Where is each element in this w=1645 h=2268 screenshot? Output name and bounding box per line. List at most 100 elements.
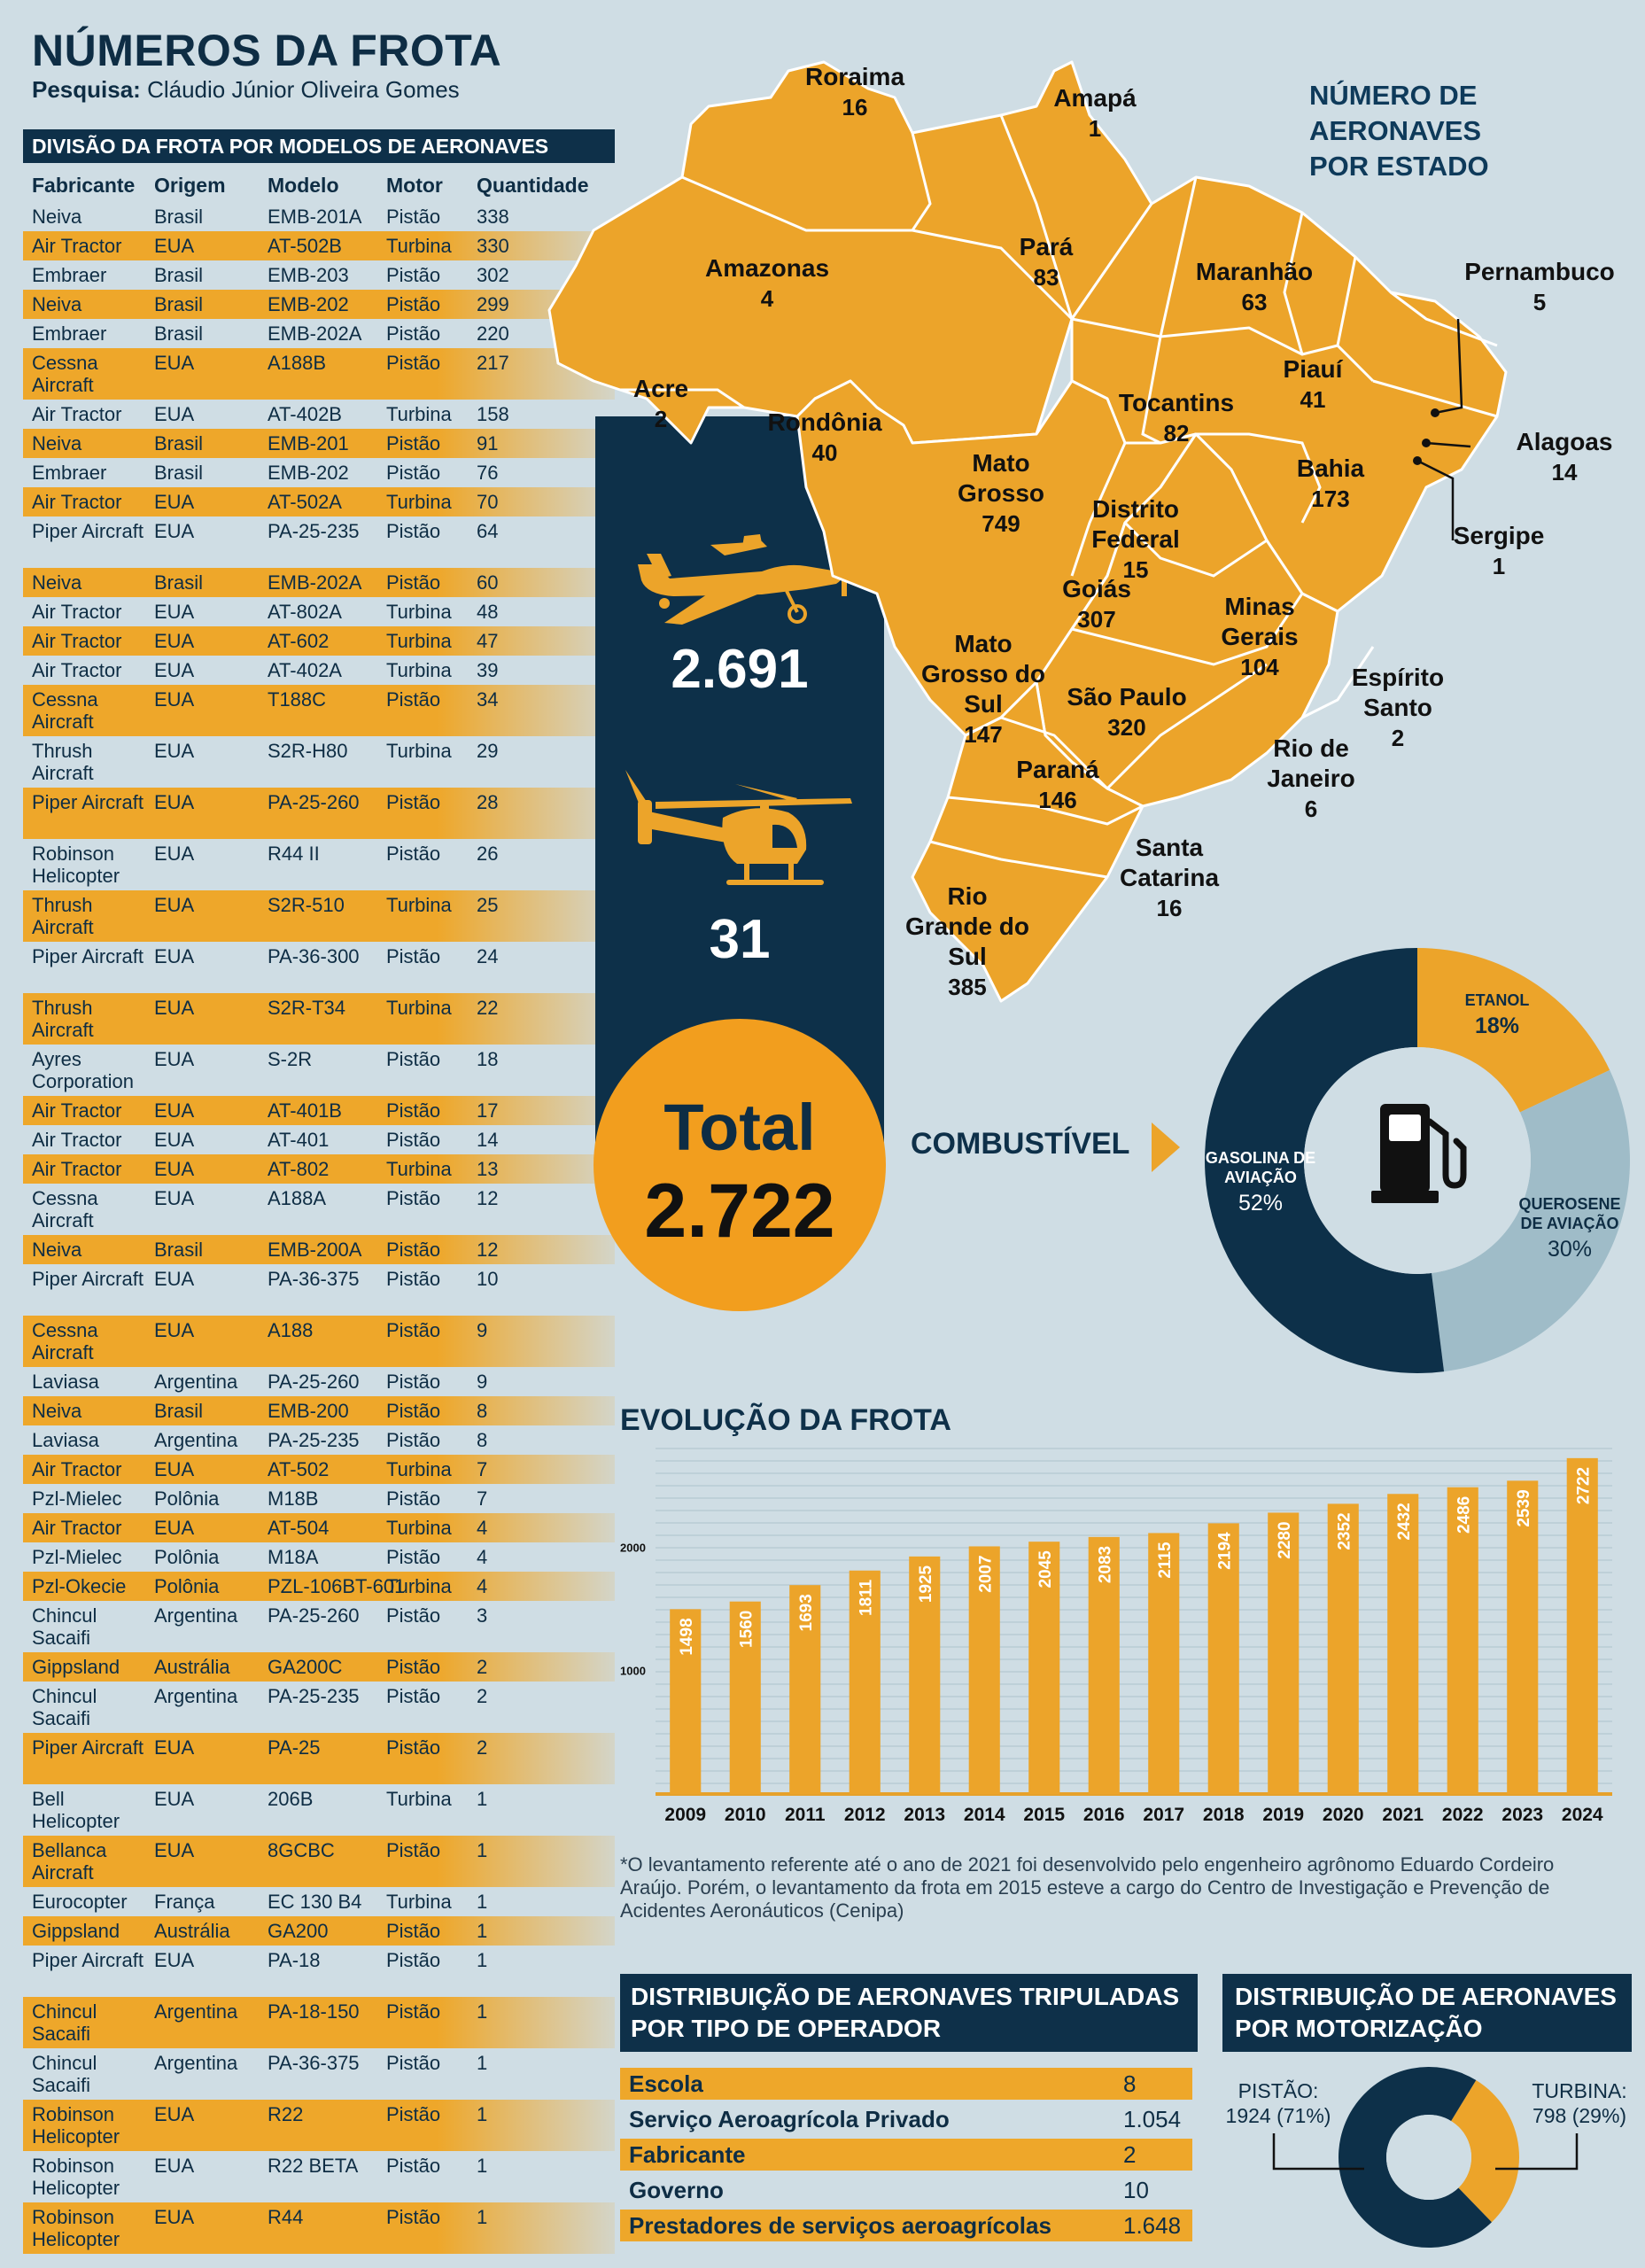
- manufacturer-cell: Air Tractor: [32, 1158, 122, 1180]
- model-cell: PA-36-375: [268, 1268, 360, 1290]
- quantity-cell: 64: [477, 520, 499, 542]
- state-value: 40: [811, 439, 838, 466]
- origin-cell: EUA: [154, 843, 195, 865]
- model-cell: R44: [268, 2206, 304, 2228]
- y-tick-label: 2000: [620, 1541, 646, 1554]
- state-label: São Paulo 320: [1029, 682, 1224, 742]
- state-name: Mato Grosso do Sul: [920, 630, 1045, 718]
- operator-label: Prestadores de serviços aeroagrícolas: [629, 2212, 1051, 2239]
- origin-cell: EUA: [154, 1458, 195, 1480]
- manufacturer-cell: Bell Helicopter: [32, 1788, 120, 1832]
- quantity-cell: 4: [477, 1517, 488, 1539]
- state-label: Bahia 173: [1233, 454, 1428, 514]
- quantity-cell: 10: [477, 1268, 499, 1290]
- map-north-region: [547, 60, 1153, 445]
- x-tick-label: 2009: [664, 1805, 706, 1825]
- model-cell: AT-402B: [268, 403, 342, 425]
- state-value: 1: [1088, 115, 1102, 142]
- state-name: Amapá: [1053, 84, 1137, 112]
- pie-slice-turbine: [1451, 2080, 1519, 2223]
- model-cell: EMB-201A: [268, 206, 362, 228]
- bar-value-label: 1925: [917, 1565, 935, 1603]
- quantity-cell: 4: [477, 1546, 488, 1568]
- table-row: Gippsland Austrália GA200 Pistão 1: [23, 1916, 615, 1946]
- origin-cell: EUA: [154, 1129, 195, 1151]
- manufacturer-cell: Chincul Sacaifi: [32, 1604, 97, 1649]
- state-label: Goiás 307: [999, 574, 1194, 634]
- quantity-cell: 4: [477, 1575, 488, 1597]
- engine-cell: Pistão: [386, 1187, 441, 1209]
- origin-cell: EUA: [154, 352, 195, 374]
- origin-cell: Argentina: [154, 2000, 238, 2023]
- operator-row: Escola 8: [620, 2068, 1192, 2100]
- table-row: Neiva Brasil EMB-201 Pistão 91: [23, 429, 615, 458]
- table-row: Chincul Sacaifi Argentina PA-36-375 Pistão 1: [23, 2048, 615, 2100]
- quantity-cell: 2: [477, 1656, 488, 1678]
- manufacturer-cell: Cessna Aircraft: [32, 352, 98, 396]
- state-value: 4: [760, 285, 774, 312]
- state-label: Amazonas 4: [670, 253, 865, 314]
- model-cell: R22: [268, 2103, 304, 2125]
- state-label: Rio Grande do Sul 385: [870, 882, 1065, 1002]
- state-value: 14: [1551, 459, 1578, 485]
- bar: [1507, 1480, 1539, 1794]
- origin-cell: EUA: [154, 1099, 195, 1122]
- manufacturer-cell: Air Tractor: [32, 659, 122, 681]
- bar: [1387, 1494, 1419, 1794]
- engine-cell: Pistão: [386, 1319, 441, 1341]
- origin-cell: EUA: [154, 740, 195, 762]
- engine-cell: Pistão: [386, 1487, 441, 1510]
- manufacturer-cell: Pzl-Mielec: [32, 1487, 122, 1510]
- bar-value-label: 2280: [1276, 1521, 1294, 1558]
- table-row: Gippsland Austrália GA200C Pistão 2: [23, 1652, 615, 1682]
- engine-cell: Turbina: [386, 894, 452, 916]
- operator-label: Escola: [629, 2070, 703, 2097]
- x-tick-label: 2020: [1323, 1805, 1364, 1825]
- engine-cell: Pistão: [386, 1949, 441, 1971]
- bar: [1088, 1536, 1120, 1794]
- manufacturer-cell: Piper Aircraft: [32, 1268, 144, 1290]
- column-header: Motor: [386, 174, 443, 197]
- quantity-cell: 1: [477, 1788, 488, 1810]
- quantity-cell: 25: [477, 894, 499, 916]
- engine-cell: Turbina: [386, 1458, 452, 1480]
- state-name: Pernambuco: [1464, 258, 1615, 285]
- state-label: Pernambuco 5: [1442, 257, 1637, 317]
- state-value: 104: [1240, 654, 1279, 680]
- quantity-cell: 1: [477, 2206, 488, 2228]
- state-name: Sergipe: [1453, 522, 1545, 549]
- bar: [1148, 1533, 1180, 1794]
- engine-cell: Turbina: [386, 997, 452, 1019]
- fuel-label: COMBUSTÍVEL: [911, 1127, 1130, 1161]
- state-label: Rio de Janeiro 6: [1214, 734, 1408, 824]
- fuel-pump-icon: [1371, 1104, 1467, 1203]
- model-cell: S2R-T34: [268, 997, 346, 1019]
- manufacturer-cell: Neiva: [32, 206, 82, 228]
- state-value: 146: [1038, 787, 1077, 813]
- model-cell: EMB-202: [268, 293, 349, 315]
- state-value: 2: [654, 406, 668, 432]
- table-row: Piper Aircraft EUA PA-36-300 Pistão 24: [23, 942, 615, 993]
- table-row: Robinson Helicopter EUA R44 II Pistão 26: [23, 839, 615, 890]
- table-row: Neiva Brasil EMB-201A Pistão 338: [23, 202, 615, 231]
- bar: [1207, 1523, 1239, 1794]
- origin-cell: Argentina: [154, 1604, 238, 1627]
- x-tick-label: 2019: [1262, 1805, 1304, 1825]
- origin-cell: Brasil: [154, 264, 204, 286]
- state-value: 749: [982, 510, 1020, 537]
- table-row: Air Tractor EUA AT-402B Turbina 158: [23, 400, 615, 429]
- table-row: Cessna Aircraft EUA A188A Pistão 12: [23, 1184, 615, 1235]
- table-row: Chincul Sacaifi Argentina PA-25-235 Pistão 2: [23, 1682, 615, 1733]
- x-tick-label: 2010: [725, 1805, 766, 1825]
- state-value: 41: [1300, 386, 1326, 413]
- state-label: Minas Gerais 104: [1162, 592, 1357, 682]
- table-row: Neiva Brasil EMB-202A Pistão 60: [23, 568, 615, 597]
- bar-value-label: 2045: [1036, 1550, 1055, 1588]
- column-header: Modelo: [268, 174, 339, 197]
- state-name: Goiás: [1062, 575, 1131, 602]
- piston-legend: PISTÃO: 1924 (71%): [1221, 2078, 1336, 2128]
- engine-cell: Turbina: [386, 1158, 452, 1180]
- engine-cell: Pistão: [386, 352, 441, 374]
- state-name: Maranhão: [1195, 258, 1314, 285]
- bar: [729, 1601, 761, 1794]
